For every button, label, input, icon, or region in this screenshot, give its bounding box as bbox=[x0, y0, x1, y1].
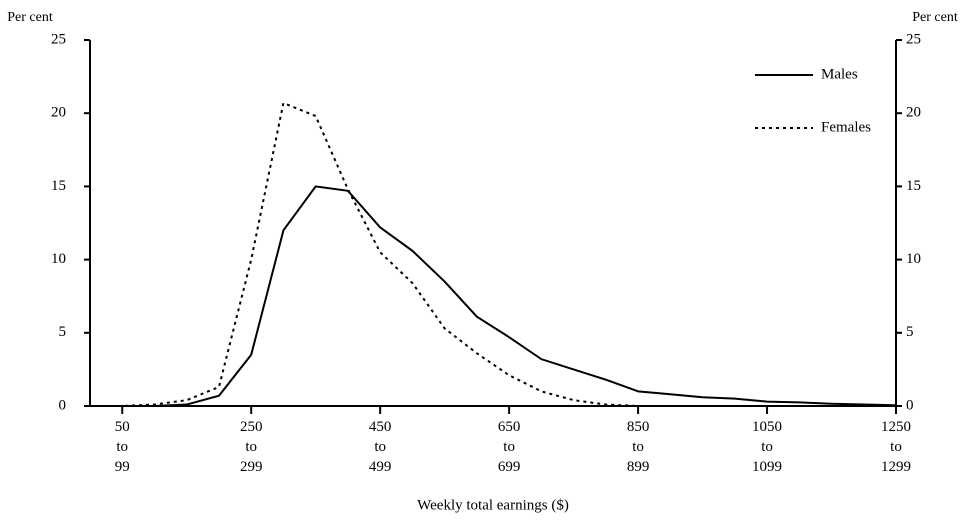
y-tick-label: 10 bbox=[51, 251, 66, 267]
x-tick-label: 850 to 899 bbox=[627, 419, 650, 475]
x-tick-label: 650 to 699 bbox=[498, 419, 521, 475]
x-tick-label: 50 to 99 bbox=[115, 419, 130, 475]
y2-tick-label: 15 bbox=[906, 178, 921, 194]
x-tick-label: 450 to 499 bbox=[369, 419, 392, 475]
y2-axis-label: Per cent bbox=[912, 10, 958, 25]
x-axis-label: Weekly total earnings ($) bbox=[417, 497, 569, 513]
x-tick-label: 1050 to 1099 bbox=[752, 419, 782, 475]
y-axis-label: Per cent bbox=[7, 10, 53, 25]
line-series bbox=[90, 101, 896, 407]
y-tick-label: 25 bbox=[51, 31, 66, 47]
y2-tick-label: 10 bbox=[906, 251, 921, 267]
y-tick-label: 5 bbox=[59, 324, 67, 340]
y-tick-label: 15 bbox=[51, 178, 66, 194]
legend-label: Females bbox=[821, 119, 871, 135]
x-tick-label: 1250 to 1299 bbox=[881, 419, 911, 475]
x-tick-label: 250 to 299 bbox=[240, 419, 263, 475]
y2-tick-label: 5 bbox=[906, 324, 914, 340]
line-series bbox=[90, 185, 897, 407]
y2-tick-label: 25 bbox=[906, 31, 921, 47]
y-tick-label: 20 bbox=[51, 105, 66, 121]
y-tick-label: 0 bbox=[59, 397, 67, 413]
y2-tick-label: 20 bbox=[906, 105, 921, 121]
y2-tick-label: 0 bbox=[906, 397, 914, 413]
legend-label: Males bbox=[821, 66, 858, 82]
